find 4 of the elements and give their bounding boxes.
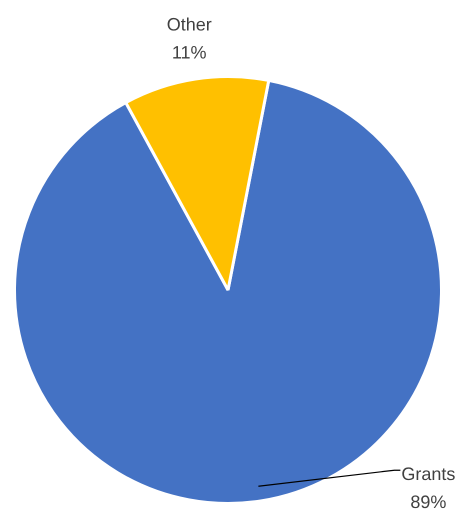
slice-label: Other — [166, 14, 212, 34]
data-label: 11% — [172, 42, 207, 62]
slice-label: Grants — [401, 464, 456, 484]
data-label: 89% — [410, 492, 446, 512]
